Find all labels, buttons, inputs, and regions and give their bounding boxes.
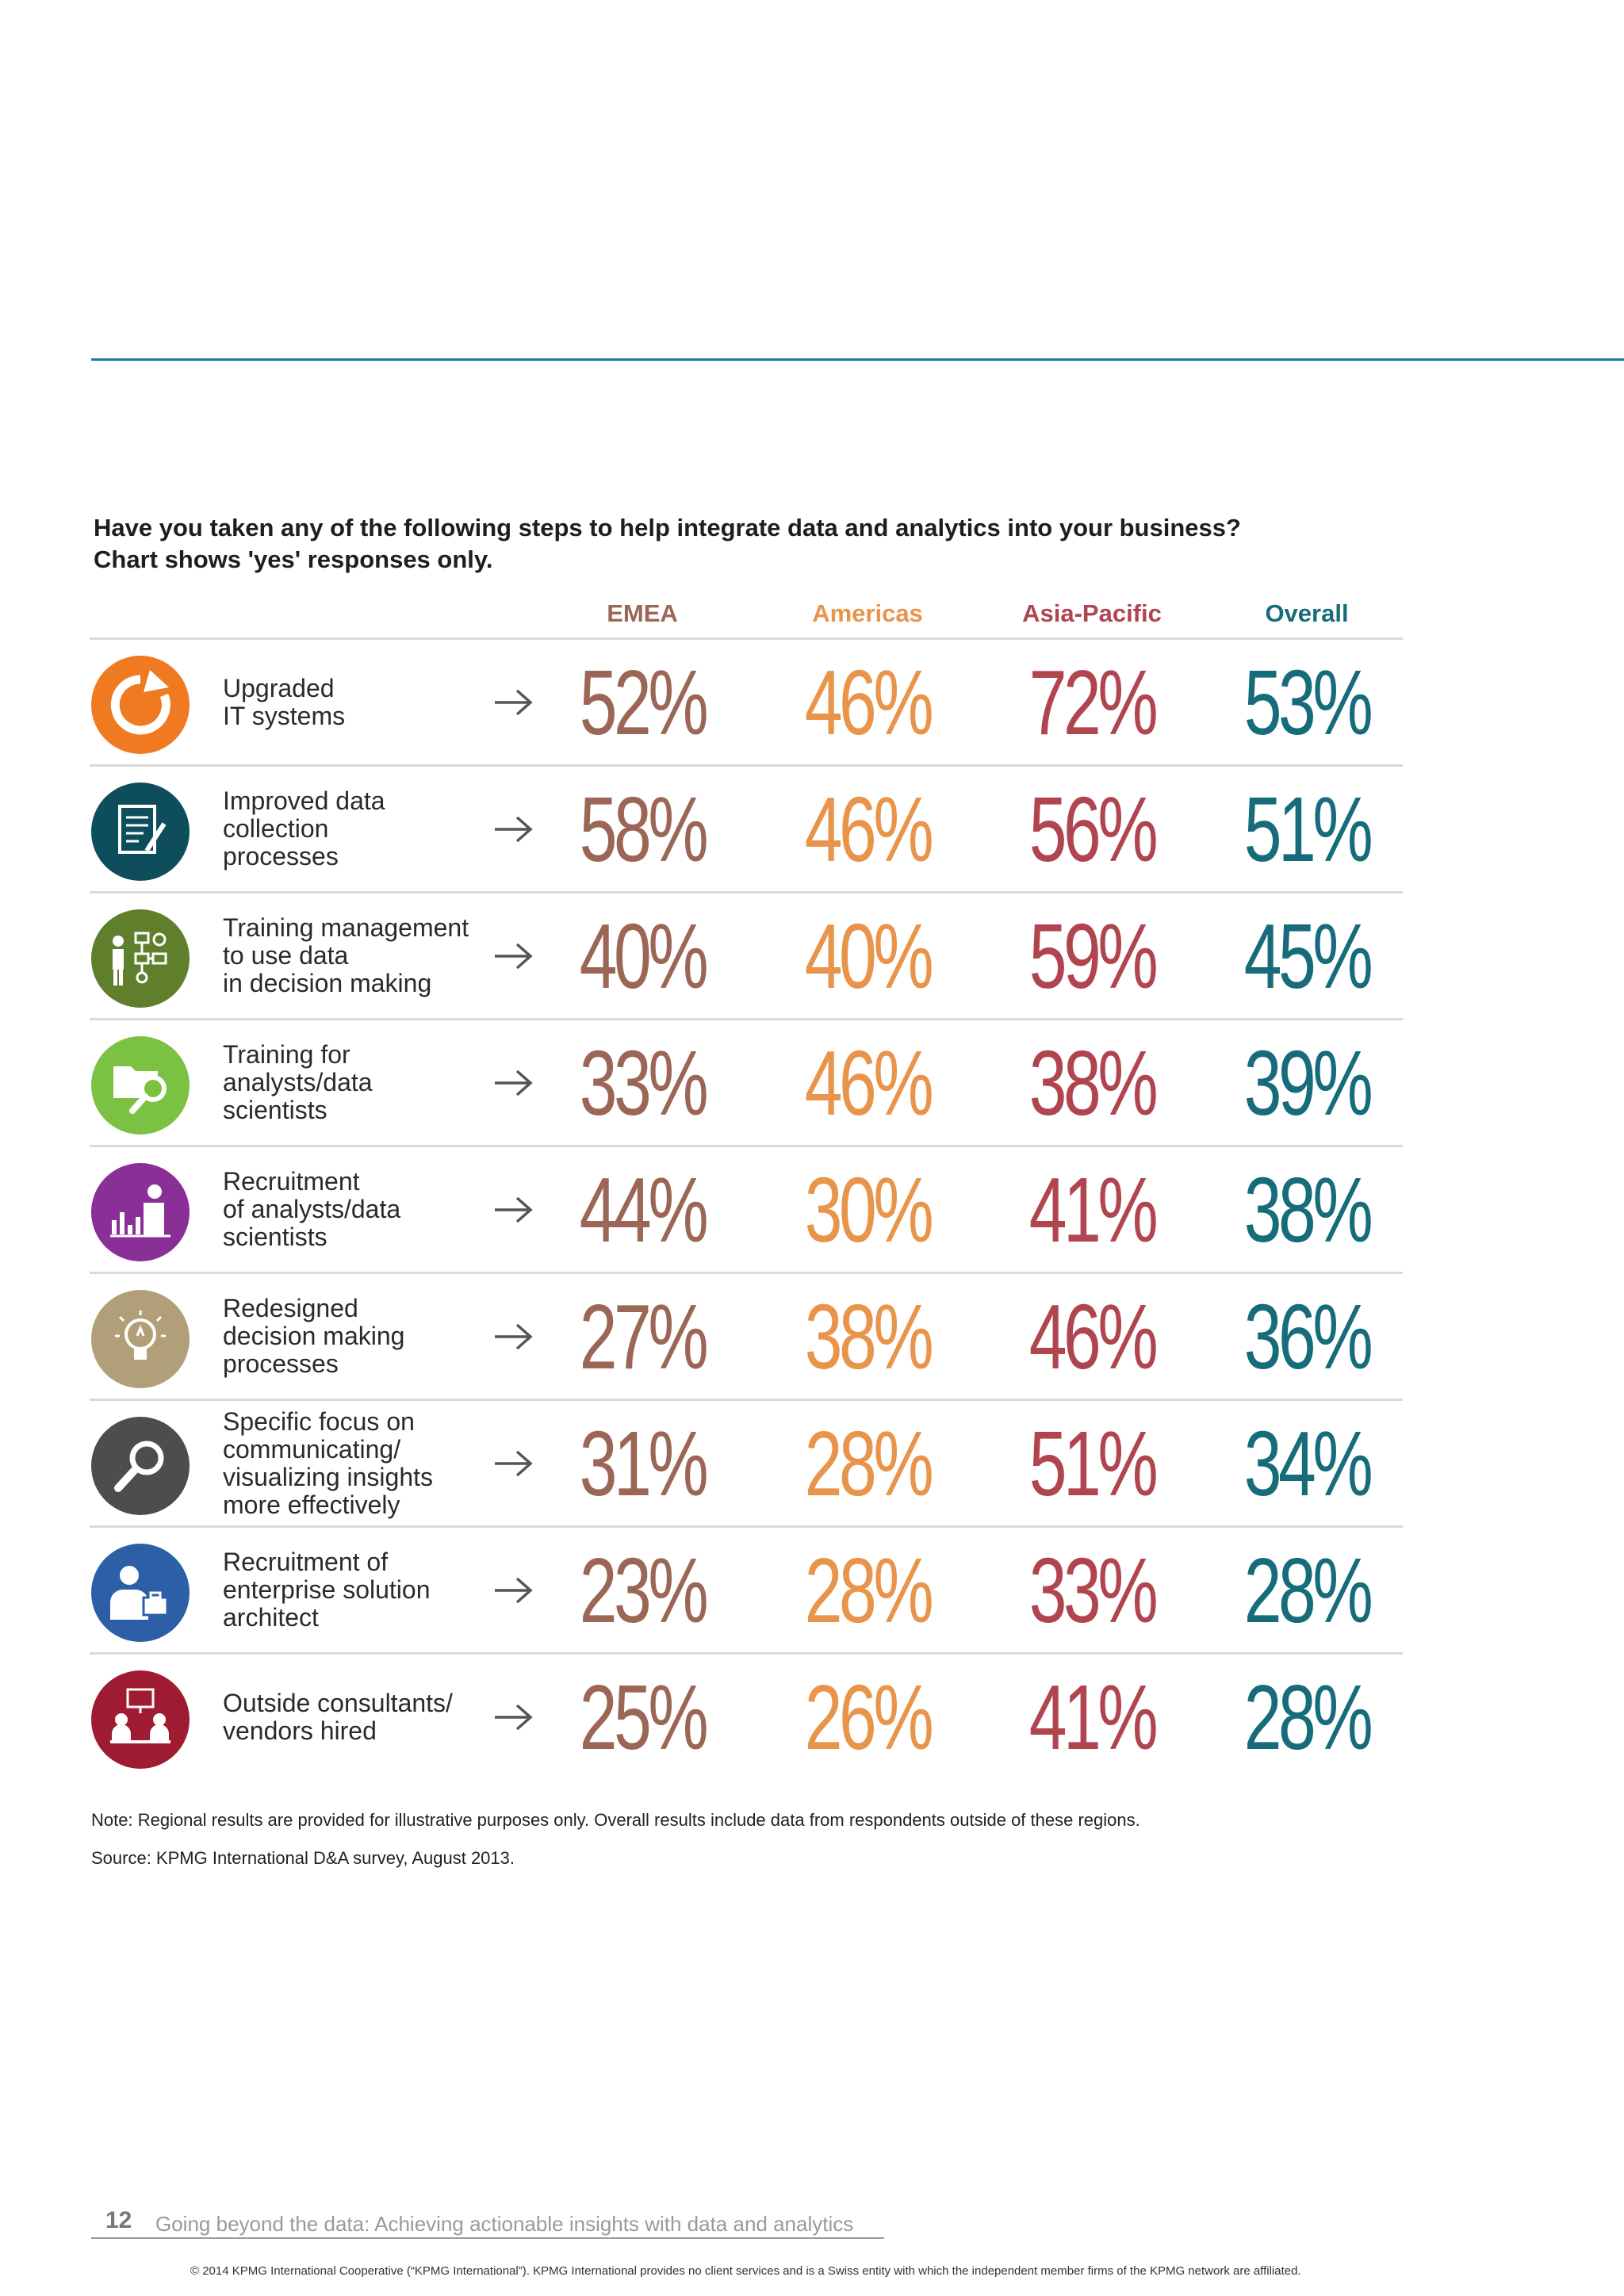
presenter-flowchart-icon xyxy=(91,909,190,1008)
value-overall: 34% xyxy=(1243,1411,1373,1515)
value-asia-pacific: 41% xyxy=(1028,1665,1159,1769)
value-americas: 28% xyxy=(804,1411,934,1515)
arrow-right-icon xyxy=(490,767,538,891)
value-emea: 23% xyxy=(579,1538,709,1642)
value-emea: 31% xyxy=(579,1411,709,1515)
column-header-asia-pacific: Asia-Pacific xyxy=(1022,599,1162,627)
value-asia-pacific: 56% xyxy=(1028,777,1159,881)
column-header-overall: Overall xyxy=(1265,599,1349,627)
value-americas: 46% xyxy=(804,777,934,881)
value-overall: 39% xyxy=(1243,1031,1373,1135)
table-row: Outside consultants/ vendors hired 25% 26%… xyxy=(90,1652,1403,1779)
row-label: Outside consultants/ vendors hired xyxy=(223,1688,453,1745)
table-row: Training management to use data in decis… xyxy=(90,891,1403,1018)
footer-divider xyxy=(91,2237,884,2239)
value-americas: 26% xyxy=(804,1665,934,1769)
page-number: 12 xyxy=(105,2207,132,2233)
table-row: Upgraded IT systems 52% 46% 72% 53% xyxy=(90,637,1403,764)
value-overall: 28% xyxy=(1243,1538,1373,1642)
table-row: Recruitment of enterprise solution archi… xyxy=(90,1525,1403,1652)
consultants-meeting-icon xyxy=(91,1670,190,1769)
value-emea: 44% xyxy=(579,1158,709,1261)
row-label: Specific focus on communicating/ visuali… xyxy=(223,1406,434,1519)
row-label: Training management to use data in decis… xyxy=(223,913,469,997)
refresh-icon xyxy=(91,656,190,754)
person-briefcase-icon xyxy=(91,1544,190,1642)
value-asia-pacific: 51% xyxy=(1028,1411,1159,1515)
arrow-right-icon xyxy=(490,894,538,1018)
question-line-2: Chart shows 'yes' responses only. xyxy=(94,545,493,573)
chart-question: Have you taken any of the following step… xyxy=(94,512,1442,576)
value-asia-pacific: 38% xyxy=(1028,1031,1159,1135)
row-label: Recruitment of analysts/data scientists xyxy=(223,1167,401,1251)
note-text: Note: Regional results are provided for … xyxy=(91,1810,1140,1830)
value-asia-pacific: 72% xyxy=(1028,650,1159,754)
arrow-right-icon xyxy=(490,1401,538,1525)
value-emea: 27% xyxy=(579,1284,709,1388)
value-overall: 36% xyxy=(1243,1284,1373,1388)
question-line-1: Have you taken any of the following step… xyxy=(94,514,1241,541)
arrow-right-icon xyxy=(490,1655,538,1779)
arrow-right-icon xyxy=(490,640,538,764)
arrow-right-icon xyxy=(490,1528,538,1652)
value-asia-pacific: 59% xyxy=(1028,904,1159,1008)
value-overall: 53% xyxy=(1243,650,1373,754)
top-divider xyxy=(91,358,1624,361)
value-emea: 40% xyxy=(579,904,709,1008)
column-header-americas: Americas xyxy=(812,599,923,627)
arrow-right-icon xyxy=(490,1020,538,1145)
row-label: Recruitment of enterprise solution archi… xyxy=(223,1548,431,1632)
magnifier-icon xyxy=(91,1417,190,1515)
value-americas: 46% xyxy=(804,1031,934,1135)
table-row: Specific focus on communicating/ visuali… xyxy=(90,1399,1403,1525)
running-title: Going beyond the data: Achieving actiona… xyxy=(155,2212,854,2236)
table-row: Improved data collection processes 58% 46%… xyxy=(90,764,1403,891)
row-label: Improved data collection processes xyxy=(223,786,385,871)
results-table: Upgraded IT systems 52% 46% 72% 53% Improved … xyxy=(90,637,1403,1779)
value-overall: 38% xyxy=(1243,1158,1373,1261)
folder-search-icon xyxy=(91,1036,190,1135)
table-row: Recruitment of analysts/data scientists 4… xyxy=(90,1145,1403,1272)
table-row: Redesigned decision making processes 27% 3… xyxy=(90,1272,1403,1399)
value-overall: 51% xyxy=(1243,777,1373,881)
value-americas: 40% xyxy=(804,904,934,1008)
value-overall: 28% xyxy=(1243,1665,1373,1769)
row-label: Redesigned decision making processes xyxy=(223,1294,405,1378)
source-text: Source: KPMG International D&A survey, A… xyxy=(91,1848,515,1868)
row-label: Training for analysts/data scientists xyxy=(223,1040,373,1124)
table-row: Training for analysts/data scientists 33%… xyxy=(90,1018,1403,1145)
value-emea: 58% xyxy=(579,777,709,881)
value-overall: 45% xyxy=(1243,904,1373,1008)
value-asia-pacific: 46% xyxy=(1028,1284,1159,1388)
lightbulb-icon xyxy=(91,1290,190,1388)
value-emea: 52% xyxy=(579,650,709,754)
value-americas: 30% xyxy=(804,1158,934,1261)
copyright-notice: © 2014 KPMG International Cooperative (“… xyxy=(190,2264,1301,2278)
row-label: Upgraded IT systems xyxy=(223,673,346,730)
arrow-right-icon xyxy=(490,1274,538,1399)
value-asia-pacific: 41% xyxy=(1028,1158,1159,1261)
value-americas: 28% xyxy=(804,1538,934,1642)
chart-notes: Note: Regional results are provided for … xyxy=(91,1801,1519,1877)
arrow-right-icon xyxy=(490,1147,538,1272)
value-emea: 33% xyxy=(579,1031,709,1135)
value-asia-pacific: 33% xyxy=(1028,1538,1159,1642)
value-americas: 38% xyxy=(804,1284,934,1388)
document-pen-icon xyxy=(91,783,190,881)
analyst-chart-icon xyxy=(91,1163,190,1261)
value-americas: 46% xyxy=(804,650,934,754)
value-emea: 25% xyxy=(579,1665,709,1769)
column-header-emea: EMEA xyxy=(607,599,678,627)
